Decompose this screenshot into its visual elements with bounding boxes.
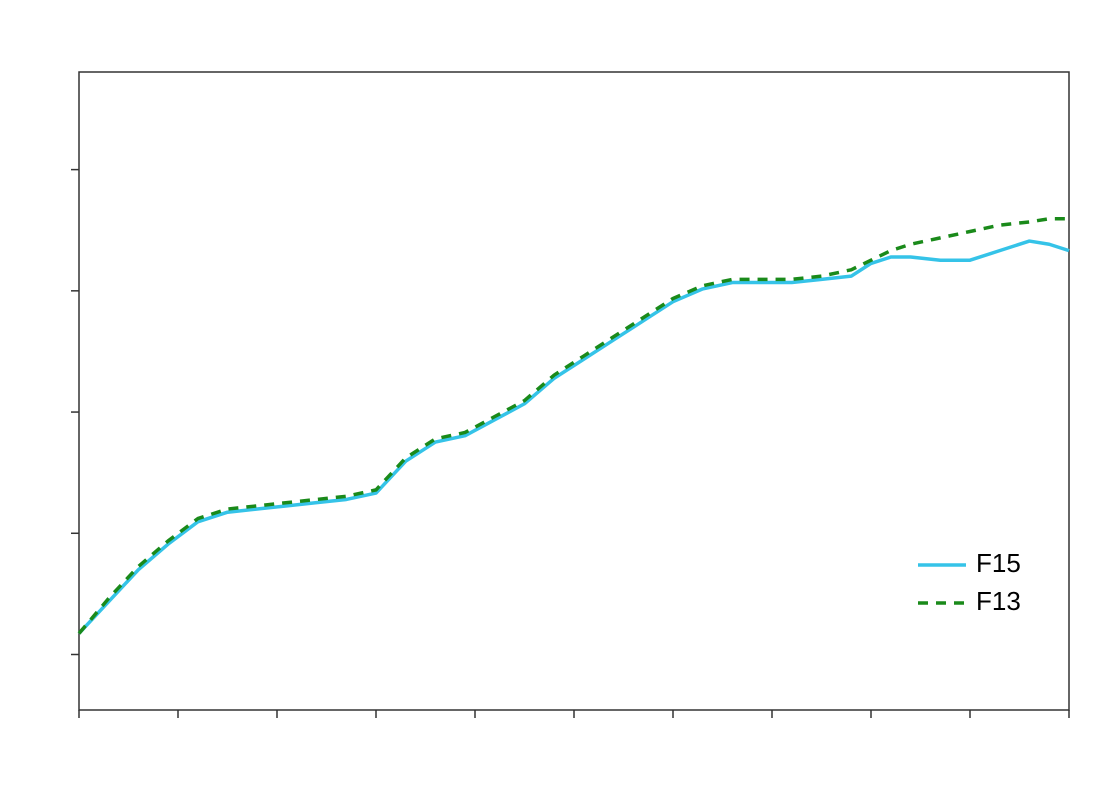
legend-label-f13: F13: [976, 586, 1021, 616]
chart-container: F15F13: [0, 0, 1109, 800]
line-chart: F15F13: [0, 0, 1109, 800]
chart-background: [0, 0, 1109, 800]
legend-label-f15: F15: [976, 548, 1021, 578]
